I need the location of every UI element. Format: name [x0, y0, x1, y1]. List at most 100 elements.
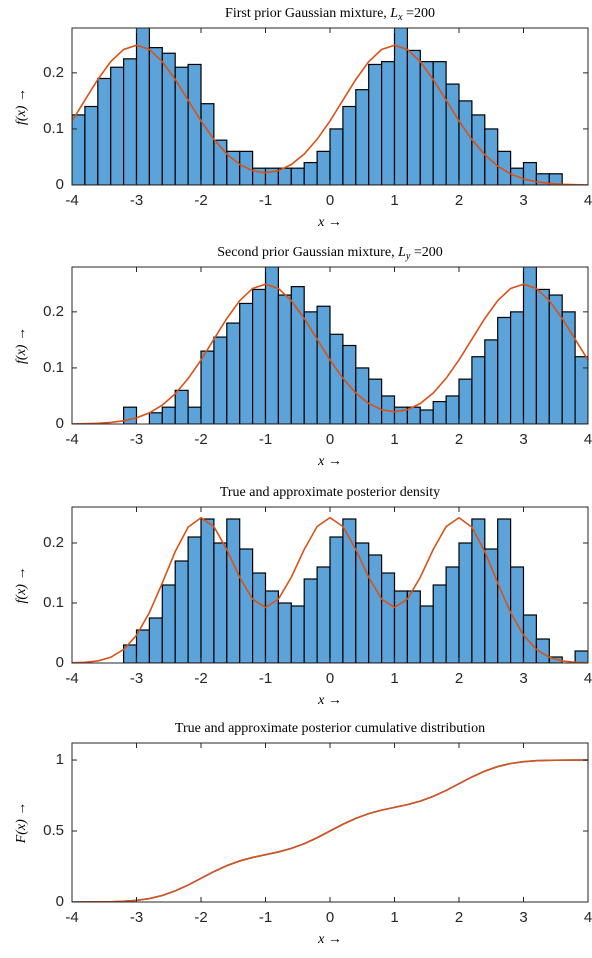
- bar: [355, 89, 370, 185]
- bar: [432, 584, 447, 663]
- y-tick-label: 1: [56, 751, 64, 768]
- line: [72, 283, 588, 424]
- bar: [419, 409, 434, 424]
- bar: [368, 554, 383, 663]
- bar: [239, 302, 254, 424]
- bar: [510, 311, 525, 424]
- chart-title: Second prior Gaussian mixture, Ly =200: [217, 245, 442, 264]
- bar: [122, 58, 138, 185]
- bar: [329, 333, 344, 424]
- title-subscript: x: [397, 12, 403, 23]
- bar: [535, 638, 550, 663]
- bar: [213, 336, 228, 424]
- bar: [213, 542, 228, 663]
- bar: [381, 572, 396, 663]
- bar: [135, 629, 150, 663]
- bar: [329, 536, 344, 663]
- bar: [200, 518, 215, 663]
- y-tick-label: 0.1: [43, 120, 64, 137]
- plot-area: [72, 759, 588, 902]
- line: [72, 759, 588, 902]
- bar: [252, 572, 267, 663]
- x-tick-label: 0: [326, 431, 334, 448]
- title-variable: L: [397, 245, 406, 260]
- bar: [445, 566, 460, 663]
- x-tick-label: 3: [519, 670, 527, 687]
- x-tick-label: -4: [65, 192, 78, 209]
- bar: [303, 578, 318, 663]
- bar: [458, 378, 473, 424]
- bar: [122, 406, 138, 424]
- x-tick-label: 1: [390, 670, 398, 687]
- bar: [161, 406, 176, 424]
- bar: [548, 173, 563, 185]
- x-tick-label: -1: [259, 909, 272, 926]
- bar: [497, 518, 512, 663]
- x-tick-label: 2: [455, 670, 463, 687]
- bar: [342, 105, 357, 185]
- bar: [110, 66, 125, 185]
- bar: [355, 542, 370, 663]
- x-tick-label: -4: [65, 909, 78, 926]
- y-tick-label: 0: [56, 893, 64, 910]
- y-tick-label: 0.2: [43, 303, 64, 320]
- bar: [368, 63, 383, 185]
- bar: [187, 536, 202, 663]
- bar: [226, 322, 241, 424]
- bar: [419, 61, 434, 185]
- x-tick-label: -2: [194, 670, 207, 687]
- bar: [548, 656, 563, 663]
- bar: [342, 518, 357, 663]
- y-tick-label: 0.1: [43, 594, 64, 611]
- bar: [522, 614, 537, 663]
- y-axis-label: f(x) →: [14, 567, 29, 604]
- plot-area: [72, 28, 588, 185]
- y-tick-label: 0: [56, 415, 64, 432]
- bar: [432, 400, 447, 424]
- bar: [316, 305, 331, 424]
- bar: [471, 356, 486, 424]
- x-tick-label: 4: [584, 192, 592, 209]
- x-tick-label: -2: [194, 192, 207, 209]
- bar: [148, 47, 163, 185]
- y-axis-label: F(x) →: [14, 802, 29, 845]
- chart-title: True and approximate posterior density: [220, 485, 440, 500]
- bar: [72, 114, 86, 185]
- title-text: True and approximate posterior density: [220, 485, 440, 500]
- title-variable: L: [389, 6, 398, 21]
- x-tick-label: -1: [259, 431, 272, 448]
- bar: [277, 602, 292, 663]
- y-tick-label: 0.5: [43, 822, 64, 839]
- x-tick-label: 1: [390, 431, 398, 448]
- bar: [148, 617, 163, 663]
- bar: [445, 83, 460, 185]
- x-tick-label: -3: [130, 192, 143, 209]
- bar: [458, 542, 473, 663]
- chart-title: True and approximate posterior cumulativ…: [175, 721, 485, 736]
- bar: [174, 389, 189, 424]
- bar: [419, 605, 434, 663]
- x-axis-label: x →: [317, 215, 342, 230]
- bar: [381, 61, 396, 185]
- x-axis-label: x →: [317, 693, 342, 708]
- bar: [252, 288, 267, 424]
- bar: [329, 128, 344, 185]
- bar: [161, 52, 176, 185]
- title-text: Second prior Gaussian mixture,: [217, 245, 394, 260]
- bar: [497, 316, 512, 424]
- chart-title: First prior Gaussian mixture, Lx =200: [225, 6, 435, 25]
- x-tick-label: 0: [326, 192, 334, 209]
- bar: [303, 161, 318, 185]
- bar: [226, 518, 241, 663]
- x-tick-label: 4: [584, 670, 592, 687]
- bar: [471, 114, 486, 185]
- y-axis-label: f(x) →: [14, 327, 29, 364]
- plot-area: [72, 516, 588, 663]
- bar: [277, 294, 292, 424]
- bar: [264, 590, 279, 663]
- bar: [239, 548, 254, 663]
- y-tick-label: 0: [56, 176, 64, 193]
- bar: [535, 288, 550, 424]
- y-tick-label: 0: [56, 654, 64, 671]
